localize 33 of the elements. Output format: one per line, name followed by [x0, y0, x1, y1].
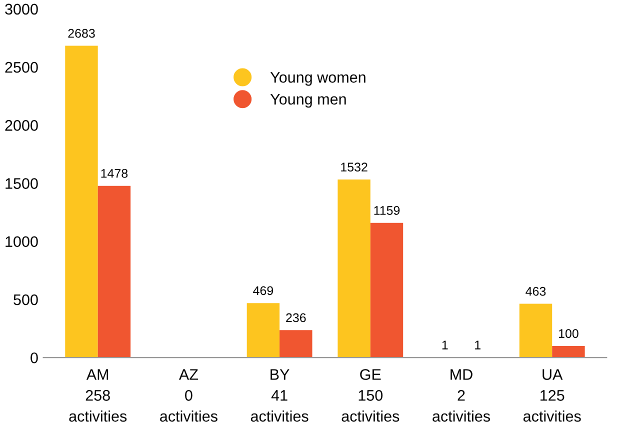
data-label: 2683: [68, 28, 95, 38]
y-tick-label: 2500: [5, 62, 38, 73]
legend-label: Young women: [270, 72, 366, 86]
data-label: 463: [526, 286, 546, 296]
data-label: 1532: [341, 162, 368, 172]
y-tick-label: 1500: [6, 178, 38, 189]
data-label: 469: [253, 286, 274, 296]
bar: [65, 46, 98, 358]
x-tick-label: BY 41 activities: [250, 369, 308, 422]
x-tick-label: GE 150 activities: [342, 369, 400, 422]
data-label: 100: [558, 329, 578, 338]
data-label: 1159: [374, 206, 400, 215]
x-tick-label: MD 2 activities: [432, 369, 490, 422]
y-tick-label: 1000: [6, 236, 38, 248]
bar: [338, 180, 370, 358]
x-tick-label: AM 258 activities: [69, 369, 127, 422]
y-tick-label: 3000: [5, 4, 38, 15]
y-tick-label: 2000: [5, 120, 38, 131]
x-tick-label: UA 125 activities: [523, 369, 581, 422]
bar: [370, 222, 404, 358]
legend-label: Young men: [270, 94, 346, 108]
bar: [98, 186, 131, 358]
x-tick-label: AZ 0 activities: [160, 369, 218, 422]
bar: [519, 304, 552, 358]
data-label: 236: [286, 313, 306, 322]
y-tick-label: 500: [14, 294, 38, 306]
bar: [552, 346, 585, 358]
bar: [246, 303, 280, 358]
data-label: 1: [442, 340, 448, 350]
y-tick-label: 0: [30, 352, 38, 364]
data-label: 1: [475, 340, 480, 350]
bar: [280, 330, 312, 358]
data-label: 1478: [101, 168, 128, 178]
